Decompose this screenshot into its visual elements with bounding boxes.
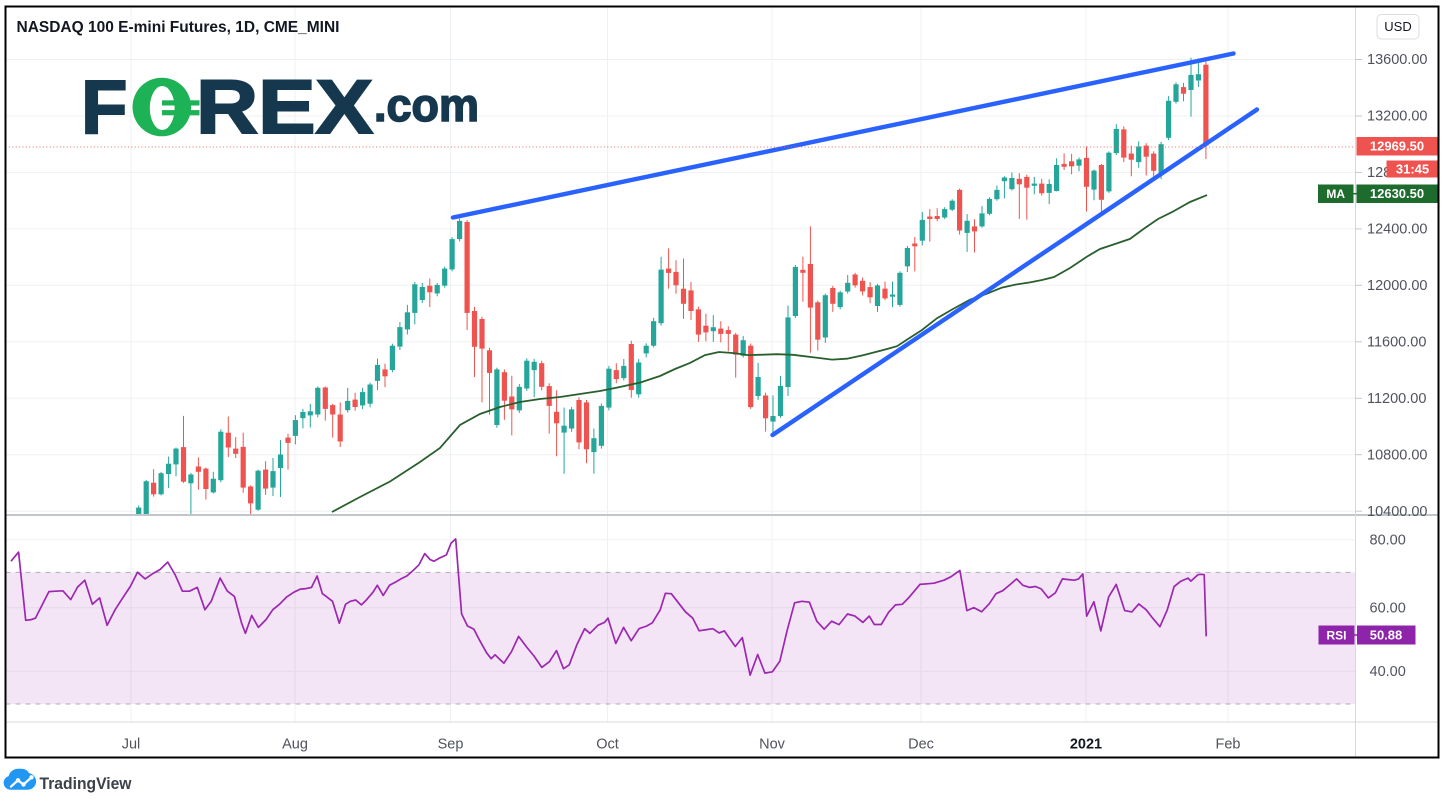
svg-text:12400.00: 12400.00 xyxy=(1367,222,1427,238)
svg-text:REX: REX xyxy=(196,65,373,150)
svg-text:Dec: Dec xyxy=(908,737,934,753)
svg-text:40.00: 40.00 xyxy=(1370,664,1406,680)
svg-text:Nov: Nov xyxy=(759,737,786,753)
svg-text:F: F xyxy=(81,65,127,150)
svg-text:2021: 2021 xyxy=(1070,737,1102,753)
svg-text:Jul: Jul xyxy=(122,737,141,753)
svg-text:Aug: Aug xyxy=(282,737,308,753)
svg-text:NASDAQ 100 E-mini Futures, 1D,: NASDAQ 100 E-mini Futures, 1D, CME_MINI xyxy=(17,19,340,36)
svg-text:TradingView: TradingView xyxy=(40,774,133,793)
svg-text:31:45: 31:45 xyxy=(1396,161,1429,176)
svg-text:11200.00: 11200.00 xyxy=(1367,391,1426,407)
svg-text:12000.00: 12000.00 xyxy=(1367,278,1427,294)
svg-text:Feb: Feb xyxy=(1216,737,1241,753)
svg-text:60.00: 60.00 xyxy=(1370,601,1406,617)
svg-text:Sep: Sep xyxy=(438,737,464,753)
svg-text:13200.00: 13200.00 xyxy=(1367,109,1427,125)
svg-text:12969.50: 12969.50 xyxy=(1370,139,1424,154)
svg-text:50.88: 50.88 xyxy=(1370,628,1403,643)
svg-text:Oct: Oct xyxy=(596,737,619,753)
svg-text:MA: MA xyxy=(1326,187,1345,201)
svg-text:RSI: RSI xyxy=(1326,629,1346,643)
svg-text:10400.00: 10400.00 xyxy=(1367,504,1427,520)
svg-text:11600.00: 11600.00 xyxy=(1367,335,1426,351)
svg-text:.com: .com xyxy=(374,79,479,131)
svg-text:13600.00: 13600.00 xyxy=(1367,52,1427,68)
svg-text:10800.00: 10800.00 xyxy=(1367,447,1427,463)
svg-text:USD: USD xyxy=(1384,19,1411,34)
svg-text:80.00: 80.00 xyxy=(1370,533,1406,549)
svg-text:12630.50: 12630.50 xyxy=(1370,186,1424,201)
